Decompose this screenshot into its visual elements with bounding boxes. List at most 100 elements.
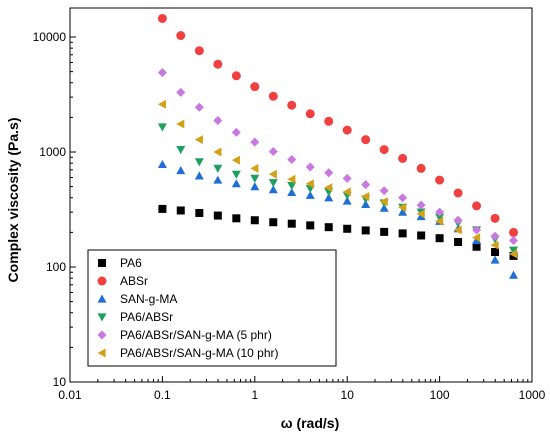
data-point: [453, 215, 463, 225]
x-tick-label: 0.1: [154, 388, 171, 402]
data-point: [213, 164, 223, 173]
data-point: [269, 218, 278, 227]
data-point: [213, 147, 222, 157]
data-point: [398, 153, 408, 163]
data-point: [509, 249, 518, 259]
data-point: [398, 202, 407, 212]
data-point: [305, 179, 314, 189]
legend-marker: [97, 348, 106, 358]
data-point: [157, 68, 167, 78]
data-point: [194, 46, 204, 56]
data-point: [361, 135, 371, 145]
data-point: [472, 225, 482, 235]
data-point: [287, 174, 296, 184]
data-point: [435, 213, 445, 222]
data-point: [176, 206, 185, 215]
y-tick-label: 100: [46, 260, 66, 274]
data-point: [194, 171, 204, 180]
data-point: [416, 209, 425, 219]
data-point: [453, 225, 462, 235]
data-point: [398, 193, 408, 203]
x-tick-label: 0.01: [58, 388, 82, 402]
data-point: [361, 192, 370, 202]
plot-frame: [69, 7, 533, 383]
legend-marker: [98, 259, 106, 267]
data-point: [250, 174, 260, 183]
data-point: [213, 211, 222, 220]
data-point: [324, 116, 334, 126]
x-axis: 0.01 0.1 1 10 100 1000: [58, 376, 546, 402]
data-point: [157, 123, 167, 132]
y-tick-label: 10000: [33, 30, 67, 44]
data-point: [250, 163, 259, 173]
data-point: [416, 200, 426, 210]
series-5: [157, 68, 519, 245]
data-point: [268, 185, 278, 194]
data-point: [195, 208, 204, 217]
data-point: [361, 180, 371, 190]
data-point: [306, 221, 315, 230]
data-point: [268, 147, 278, 157]
data-point: [435, 216, 444, 226]
data-point: [268, 179, 278, 188]
series-2: [157, 13, 519, 237]
legend-marker: [97, 294, 107, 303]
y-axis-label: Complex viscosity (Pa.s): [5, 118, 21, 283]
data-point: [472, 242, 481, 251]
legend-label: PA6/ABSr/SAN-g-MA (10 phr): [120, 346, 279, 360]
data-point: [509, 227, 519, 237]
data-point: [342, 125, 352, 135]
data-point: [509, 235, 519, 245]
data-points: [157, 13, 519, 279]
data-point: [416, 163, 426, 173]
data-point: [361, 226, 370, 235]
y-tick-label: 1000: [39, 145, 66, 159]
data-point: [453, 188, 463, 198]
legend-label: SAN-g-MA: [120, 292, 177, 306]
series-4: [157, 123, 519, 255]
data-point: [176, 119, 185, 129]
data-point: [490, 255, 500, 264]
y-tick-label: 10: [53, 375, 67, 389]
data-point: [472, 233, 481, 243]
data-point: [342, 173, 352, 183]
data-point: [194, 158, 204, 167]
data-point: [509, 270, 519, 279]
series-6: [157, 99, 518, 259]
data-point: [509, 246, 519, 255]
data-point: [324, 223, 333, 232]
data-point: [379, 197, 388, 207]
data-point: [490, 240, 499, 250]
data-point: [435, 175, 445, 185]
legend-marker: [97, 276, 107, 286]
data-point: [231, 170, 241, 179]
data-point: [231, 127, 241, 137]
y-axis: 10 100 1000 10000: [33, 30, 76, 389]
data-point: [472, 201, 482, 211]
data-point: [287, 219, 296, 228]
x-tick-label: 10: [341, 388, 355, 402]
data-point: [490, 213, 500, 223]
x-tick-label: 1: [251, 388, 258, 402]
data-point: [250, 216, 259, 225]
data-point: [398, 229, 407, 238]
data-point: [157, 159, 167, 169]
data-point: [158, 204, 167, 213]
data-point: [491, 248, 500, 257]
data-point: [324, 168, 334, 178]
legend: PA6 ABSr SAN-g-MA PA6/ABSr PA6/ABSr/SAN-g-MA…: [87, 249, 337, 367]
data-point: [157, 99, 166, 109]
data-point: [435, 207, 445, 217]
data-point: [231, 179, 241, 188]
data-point: [287, 100, 297, 110]
data-point: [379, 186, 389, 196]
legend-marker: [97, 313, 107, 322]
data-point: [379, 203, 389, 212]
data-point: [176, 145, 186, 155]
data-point: [213, 59, 223, 69]
data-point: [176, 166, 186, 175]
x-tick-label: 100: [430, 388, 450, 402]
data-point: [417, 231, 426, 240]
data-point: [250, 82, 260, 92]
